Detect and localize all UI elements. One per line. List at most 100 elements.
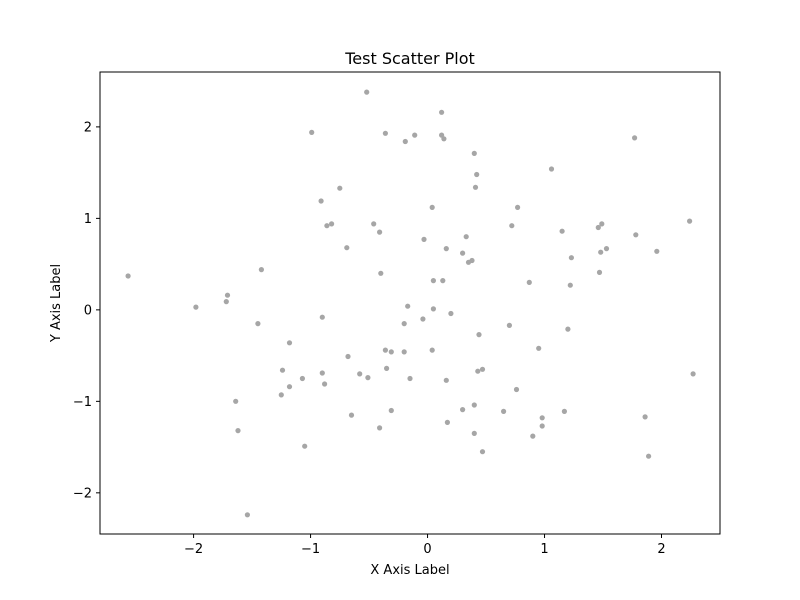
scatter-point (479, 366, 486, 372)
scatter-point (279, 367, 286, 373)
scatter-point (598, 249, 604, 255)
scatter-point (286, 340, 293, 346)
scatter-point (561, 408, 568, 414)
scatter-point (506, 322, 512, 328)
scatter-point (526, 279, 532, 285)
y-tick-label: 2 (84, 120, 92, 135)
scatter-point (633, 232, 639, 238)
y-tick-label: 1 (84, 212, 92, 227)
scatter-point (513, 386, 520, 393)
scatter-point (539, 423, 545, 429)
scatter-point (365, 375, 371, 381)
scatter-point (324, 223, 330, 229)
scatter-point (255, 321, 261, 327)
x-axis-label: X Axis Label (370, 563, 449, 578)
scatter-point (460, 250, 466, 256)
x-axis-ticks: −2 −1 0 1 2 (184, 534, 666, 557)
scatter-point (345, 353, 351, 360)
scatter-point (479, 449, 486, 455)
scatter-point (471, 430, 477, 436)
scatter-point (371, 221, 377, 227)
scatter-point (309, 129, 315, 135)
x-tick-label: 0 (423, 542, 431, 557)
scatter-point (258, 267, 264, 273)
scatter-point (690, 371, 696, 377)
scatter-point (444, 419, 450, 425)
scatter-point (402, 138, 408, 145)
scatter-point (357, 371, 363, 377)
scatter-point (654, 248, 660, 254)
scatter-point (319, 370, 325, 376)
scatter-point (548, 166, 555, 172)
scatter-point (443, 377, 449, 383)
scatter-point (329, 221, 335, 227)
scatter-point (440, 278, 446, 284)
x-tick-label: −2 (184, 542, 203, 557)
plot-area-frame (99, 71, 721, 535)
x-tick-label: 1 (540, 542, 548, 557)
scatter-point (278, 392, 284, 398)
x-tick-label: 2 (657, 542, 665, 557)
scatter-point (603, 246, 610, 252)
scatter-point (377, 425, 383, 431)
scatter-point (559, 228, 565, 234)
y-tick-label: −1 (73, 395, 92, 410)
scatter-point (244, 512, 250, 518)
scatter-point (687, 218, 693, 224)
scatter-point (460, 407, 466, 413)
scatter-point (439, 109, 445, 115)
scatter-point (463, 234, 469, 240)
data-points (125, 89, 696, 518)
scatter-point (407, 375, 413, 382)
scatter-point (319, 314, 325, 320)
scatter-point (224, 292, 231, 298)
scatter-point (233, 398, 239, 404)
scatter-point (405, 303, 411, 309)
scatter-point (421, 236, 427, 242)
x-tick-label: −1 (301, 542, 320, 557)
y-axis-label: Y Axis Label (49, 264, 64, 343)
scatter-point (565, 326, 571, 332)
scatter-point (429, 204, 435, 210)
scatter-point (539, 415, 545, 421)
scatter-point (318, 198, 324, 204)
scatter-point (378, 270, 384, 276)
scatter-point (595, 224, 601, 231)
scatter-point (568, 255, 575, 261)
scatter-point (471, 402, 477, 408)
scatter-point (344, 245, 350, 251)
scatter-point (401, 321, 407, 327)
scatter-point (125, 273, 131, 279)
scatter-point (632, 135, 638, 141)
scatter-point (412, 132, 418, 138)
scatter-point (646, 453, 652, 459)
scatter-point (364, 89, 370, 95)
scatter-point (322, 381, 328, 387)
scatter-point (348, 412, 355, 418)
scatter-point (530, 433, 536, 439)
scatter-point (448, 310, 454, 317)
scatter-point (401, 349, 407, 355)
scatter-point (536, 345, 542, 351)
y-axis-ticks: −2 −1 0 1 2 (73, 120, 100, 501)
y-tick-label: 0 (84, 303, 92, 318)
scatter-point (472, 184, 479, 190)
scatter-point (388, 407, 394, 414)
scatter-point (515, 204, 521, 210)
scatter-point (501, 408, 507, 414)
scatter-point (420, 316, 426, 322)
scatter-point (384, 365, 390, 371)
scatter-point (377, 229, 383, 235)
scatter-point (474, 171, 480, 178)
scatter-point (475, 368, 481, 374)
scatter-point (430, 278, 436, 284)
scatter-point (235, 428, 241, 434)
scatter-point (337, 185, 343, 191)
scatter-point (471, 150, 477, 156)
scatter-point (388, 349, 394, 355)
scatter-point (382, 347, 388, 353)
chart-title: Test Scatter Plot (344, 49, 475, 68)
scatter-point (599, 221, 605, 227)
scatter-point (223, 299, 229, 305)
